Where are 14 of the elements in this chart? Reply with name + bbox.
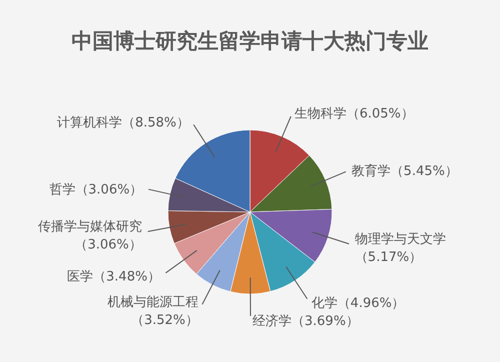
slice-label: 机械与能源工程 <box>107 294 198 310</box>
slice-label: 传播学与媒体研究 <box>38 219 142 234</box>
data-label: （3.52%） <box>131 312 198 328</box>
slice-label: 计算机科学（8.58%） <box>57 115 190 130</box>
slice-label: 医学（3.48%） <box>67 269 160 284</box>
data-label: （3.06%） <box>74 237 142 252</box>
slice-label: 化学（4.96%） <box>311 296 405 312</box>
slice-label: 生物科学（6.05%） <box>294 106 414 122</box>
slice-label: 哲学（3.06%） <box>49 182 143 198</box>
chart-title: 中国博士研究生留学申请十大热门专业 <box>72 29 428 53</box>
slice-label: 教育学（5.45%） <box>352 163 458 180</box>
slice-label: 物理学与天文学 <box>354 232 446 248</box>
data-label: （5.17%） <box>354 250 422 266</box>
slice-label: 经济学（3.69%） <box>252 314 359 329</box>
